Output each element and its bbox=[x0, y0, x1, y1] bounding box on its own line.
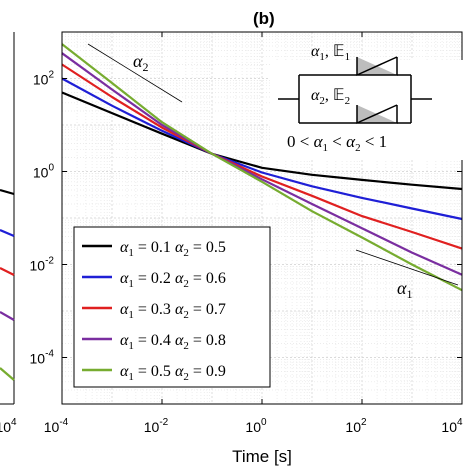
series-line-1 bbox=[61, 91, 463, 191]
slope-guide-alpha2 bbox=[87, 43, 183, 103]
left-panel-series-5 bbox=[0, 367, 15, 381]
series-line-2 bbox=[61, 77, 463, 221]
y-tick-label: 102 bbox=[33, 70, 55, 88]
left-panel-series-3 bbox=[0, 267, 15, 276]
left-panel-fragment bbox=[0, 32, 15, 405]
inequality-label: 0 < α1 < α2 < 1 bbox=[287, 132, 387, 154]
legend-entry-3: α1 = 0.3 α2 = 0.7 bbox=[120, 301, 226, 321]
series-lines bbox=[61, 43, 463, 292]
left-panel-series-2 bbox=[0, 228, 15, 238]
legend-entry-2: α1 = 0.2 α2 = 0.6 bbox=[120, 270, 226, 290]
legend-entry-1: α1 = 0.1 α2 = 0.5 bbox=[120, 239, 226, 259]
x-axis-label: Time [s] bbox=[232, 447, 292, 466]
x-tick-label: 10-4 bbox=[44, 417, 69, 435]
alpha1-label: α1 bbox=[397, 278, 412, 301]
x-tick-label: 100 bbox=[245, 417, 267, 435]
alpha2-label: α2 bbox=[133, 51, 148, 74]
x-tick-label: 10-2 bbox=[144, 417, 169, 435]
left-panel-x-tick-label: 104 bbox=[0, 417, 17, 435]
inset-diagram: α1, 𝔼1 α2, 𝔼2 0 < α1 < α2 < 1 bbox=[270, 43, 466, 160]
series-line-3 bbox=[61, 63, 463, 250]
x-tick-label: 102 bbox=[345, 417, 367, 435]
left-panel-series-4 bbox=[0, 311, 15, 321]
series-line-5 bbox=[61, 43, 463, 292]
series-line-4 bbox=[61, 52, 463, 276]
y-tick-label: 100 bbox=[33, 163, 55, 181]
ticks: 10-4 10-2 100 102 104 102 100 10-2 10-4 104 bbox=[0, 32, 463, 435]
legend-entry-5: α1 = 0.5 α2 = 0.9 bbox=[120, 363, 226, 383]
inset-bottom-label: α2, 𝔼2 bbox=[311, 87, 350, 107]
panel-label: (b) bbox=[253, 9, 275, 28]
slope-guide-alpha1 bbox=[355, 249, 459, 286]
legend: α1 = 0.1 α2 = 0.5 α1 = 0.2 α2 = 0.6 α1 = 0… bbox=[73, 226, 271, 388]
y-tick-label: 10-2 bbox=[30, 256, 55, 274]
y-tick-label: 10-4 bbox=[30, 349, 55, 367]
left-panel-series-1 bbox=[0, 188, 15, 196]
inset-top-label: α1, 𝔼1 bbox=[311, 43, 350, 63]
x-tick-label: 104 bbox=[441, 417, 463, 435]
legend-entry-4: α1 = 0.4 α2 = 0.8 bbox=[120, 332, 226, 352]
